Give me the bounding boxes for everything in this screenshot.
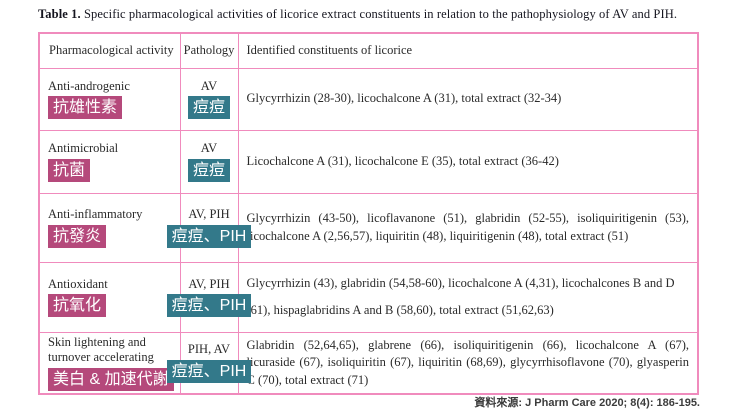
header-row: Pharmacological activity Pathology Ident… (38, 32, 699, 69)
pathology-label: AV, PIH (188, 276, 230, 291)
activity-zh-highlight: 抗氧化 (48, 294, 107, 318)
constituents-text: Licochalcone A (31), licochalcone E (35)… (246, 153, 559, 168)
table-caption-text: Specific pharmacological activities of l… (80, 7, 678, 21)
activity-label: Skin lightening and turnover acceleratin… (48, 334, 154, 365)
activity-zh-highlight: 抗雄性素 (48, 96, 123, 120)
table-row: Anti-androgenic 抗雄性素 AV 痘痘 Glycyrrhizin … (38, 67, 699, 131)
pathology-zh-highlight: 痘痘、PIH (166, 359, 252, 384)
pathology-zh-highlight: 痘痘 (187, 158, 230, 182)
pathology-label: AV (200, 78, 218, 93)
constituents-text: Glycyrrhizin (43), glabridin (54,58-60),… (246, 276, 675, 317)
column-header-pathology: Pathology (179, 32, 239, 69)
source-citation: 資料來源: J Pharm Care 2020; 8(4): 186-195. (474, 397, 700, 409)
pathology-zh-highlight: 痘痘、PIH (166, 294, 252, 318)
table-row: Antimicrobial 抗菌 AV 痘痘 Licochalcone A (3… (38, 129, 699, 194)
activities-table: Pharmacological activity Pathology Ident… (38, 32, 699, 395)
activity-label: Antimicrobial (48, 141, 119, 156)
pathology-zh-highlight: 痘痘 (187, 96, 230, 120)
table-row: Anti-inflammatory 抗發炎 AV, PIH 痘痘、PIH Gly… (38, 192, 699, 263)
constituents-text: Glycyrrhizin (28-30), licochalcone A (31… (246, 91, 562, 106)
table-caption: Table 1. Specific pharmacological activi… (38, 7, 718, 22)
pathology-label: AV (200, 141, 218, 156)
column-header-constituents: Identified constituents of licorice (237, 32, 699, 69)
constituents-text: Glycyrrhizin (43-50), licoflavanone (51)… (246, 211, 690, 243)
activity-zh-highlight: 抗菌 (48, 158, 91, 182)
column-header-activity: Pharmacological activity (38, 32, 181, 69)
activity-label: Anti-inflammatory (48, 207, 143, 222)
pathology-label: PIH, AV (187, 342, 231, 357)
activity-label: Antioxidant (48, 276, 108, 291)
pathology-zh-highlight: 痘痘、PIH (166, 224, 252, 248)
activity-zh-highlight: 美白 & 加速代謝 (48, 367, 174, 391)
pathology-label: AV, PIH (188, 207, 230, 222)
constituents-text: Glabridin (52,64,65), glabrene (66), iso… (246, 337, 690, 387)
table-caption-label: Table 1. (38, 7, 81, 21)
table-row: Antioxidant 抗氧化 AV, PIH 痘痘、PIH Glycyrrhi… (38, 261, 699, 333)
table-row: Skin lightening and turnover acceleratin… (38, 331, 699, 395)
activity-zh-highlight: 抗發炎 (48, 224, 107, 248)
activity-label: Anti-androgenic (48, 78, 130, 93)
